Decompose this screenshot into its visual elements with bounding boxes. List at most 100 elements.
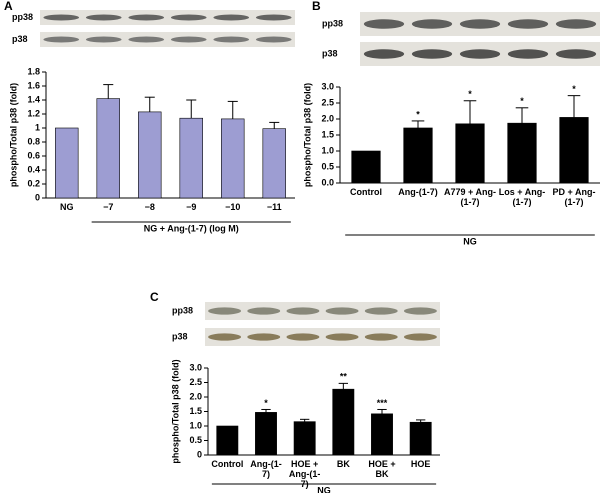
x-tick-label: A779 + Ang-(1-7) <box>444 187 496 207</box>
blot-band <box>364 333 398 341</box>
blot-band <box>325 333 359 341</box>
blot-band <box>363 19 405 29</box>
bar <box>403 127 433 184</box>
blot-label: pp38 <box>172 305 193 315</box>
bar <box>255 412 277 456</box>
y-tick-label: 2.5 <box>321 97 334 107</box>
blot-band <box>213 14 250 21</box>
bar <box>507 122 537 184</box>
blot-background <box>205 328 440 346</box>
y-tick-label: 1.5 <box>321 129 334 139</box>
y-tick-label: 3.0 <box>321 81 334 91</box>
blot-label: p38 <box>322 48 338 58</box>
blot-band <box>403 333 437 341</box>
blot-band <box>411 49 453 59</box>
x-tick-label: Ang-(1-7) <box>398 187 438 197</box>
y-tick-label: 2.0 <box>189 391 202 401</box>
blot-band <box>364 307 398 315</box>
blot-band <box>507 19 549 29</box>
blot-band <box>43 36 80 43</box>
blot-band <box>85 36 122 43</box>
blot-band <box>213 36 250 43</box>
x-tick-label: −7 <box>103 202 114 212</box>
bar <box>455 123 485 184</box>
blot-background <box>40 10 295 25</box>
blot-label: pp38 <box>12 12 33 22</box>
blot-band <box>286 333 320 341</box>
group-label: NG <box>317 485 331 493</box>
bar <box>179 117 203 199</box>
blot-band <box>128 14 165 21</box>
significance-marker: * <box>468 89 472 99</box>
y-tick-label: 0.8 <box>27 136 40 146</box>
x-tick-label: BK <box>336 459 350 469</box>
blot-band <box>255 36 292 43</box>
significance-marker: * <box>264 398 268 408</box>
blot-band <box>255 14 292 21</box>
y-axis-label: phospho/Total p38 (fold) <box>302 83 312 187</box>
blot-band <box>286 307 320 315</box>
panel-label: B <box>312 0 321 13</box>
y-tick-label: 0.5 <box>189 435 202 445</box>
y-tick-label: 3.0 <box>189 362 202 372</box>
bar <box>293 421 316 456</box>
group-label: NG + Ang-(1-7) (log M) <box>144 223 239 233</box>
blot-band <box>555 19 597 29</box>
bar <box>332 388 355 456</box>
y-axis-label: phospho/Total p38 (fold) <box>170 359 180 463</box>
blot-band <box>411 19 453 29</box>
blot-band <box>325 307 359 315</box>
bar <box>138 111 162 199</box>
blot-background <box>40 32 295 47</box>
blot-band <box>555 49 597 59</box>
significance-marker: * <box>416 109 420 119</box>
blot-band <box>403 307 437 315</box>
bar <box>221 118 245 199</box>
x-tick-label: −11 <box>266 202 282 212</box>
y-tick-label: 1.8 <box>27 66 40 76</box>
blot-label: p38 <box>172 331 188 341</box>
y-tick-label: 0.0 <box>321 177 334 187</box>
y-tick-label: 0.5 <box>321 161 334 171</box>
significance-marker: * <box>572 84 576 94</box>
x-tick-label: Ang-(1-7) <box>250 459 282 479</box>
blot-band <box>208 333 242 341</box>
blot-band <box>128 36 165 43</box>
bar <box>409 421 432 456</box>
y-axis-label: phospho/Total p38 (fold) <box>8 83 18 187</box>
blot-band <box>507 49 549 59</box>
blot-band <box>247 307 281 315</box>
x-tick-label: HOE + Ang-(1-7) <box>288 459 321 489</box>
blot-background <box>205 302 440 320</box>
y-tick-label: 1.5 <box>189 406 202 416</box>
y-tick-label: 0.2 <box>27 178 40 188</box>
bar <box>96 98 120 199</box>
significance-marker: *** <box>377 398 388 408</box>
y-tick-label: 1 <box>35 122 40 132</box>
bar <box>351 150 381 184</box>
x-tick-label: HOE <box>410 459 431 469</box>
blot-label: p38 <box>12 34 28 44</box>
y-tick-label: 0 <box>35 192 40 202</box>
bar <box>216 425 239 456</box>
bar <box>55 127 79 199</box>
panel-label: C <box>150 290 159 304</box>
y-tick-label: 0 <box>197 449 202 459</box>
blot-label: pp38 <box>322 18 343 28</box>
significance-marker: ** <box>340 372 348 382</box>
y-tick-label: 1.0 <box>189 420 202 430</box>
blot-band <box>208 307 242 315</box>
y-tick-label: 0.4 <box>27 164 40 174</box>
x-tick-label: PD + Ang-(1-7) <box>552 187 596 207</box>
y-tick-label: 1.6 <box>27 80 40 90</box>
y-tick-label: 1.2 <box>27 108 40 118</box>
y-tick-label: 1.4 <box>27 94 40 104</box>
blot-band <box>85 14 122 21</box>
blot-band <box>170 36 207 43</box>
panel-label: A <box>4 0 13 13</box>
y-tick-label: 1.0 <box>321 145 334 155</box>
x-tick-label: Los + Ang-(1-7) <box>498 187 546 207</box>
x-tick-label: NG <box>60 202 74 212</box>
